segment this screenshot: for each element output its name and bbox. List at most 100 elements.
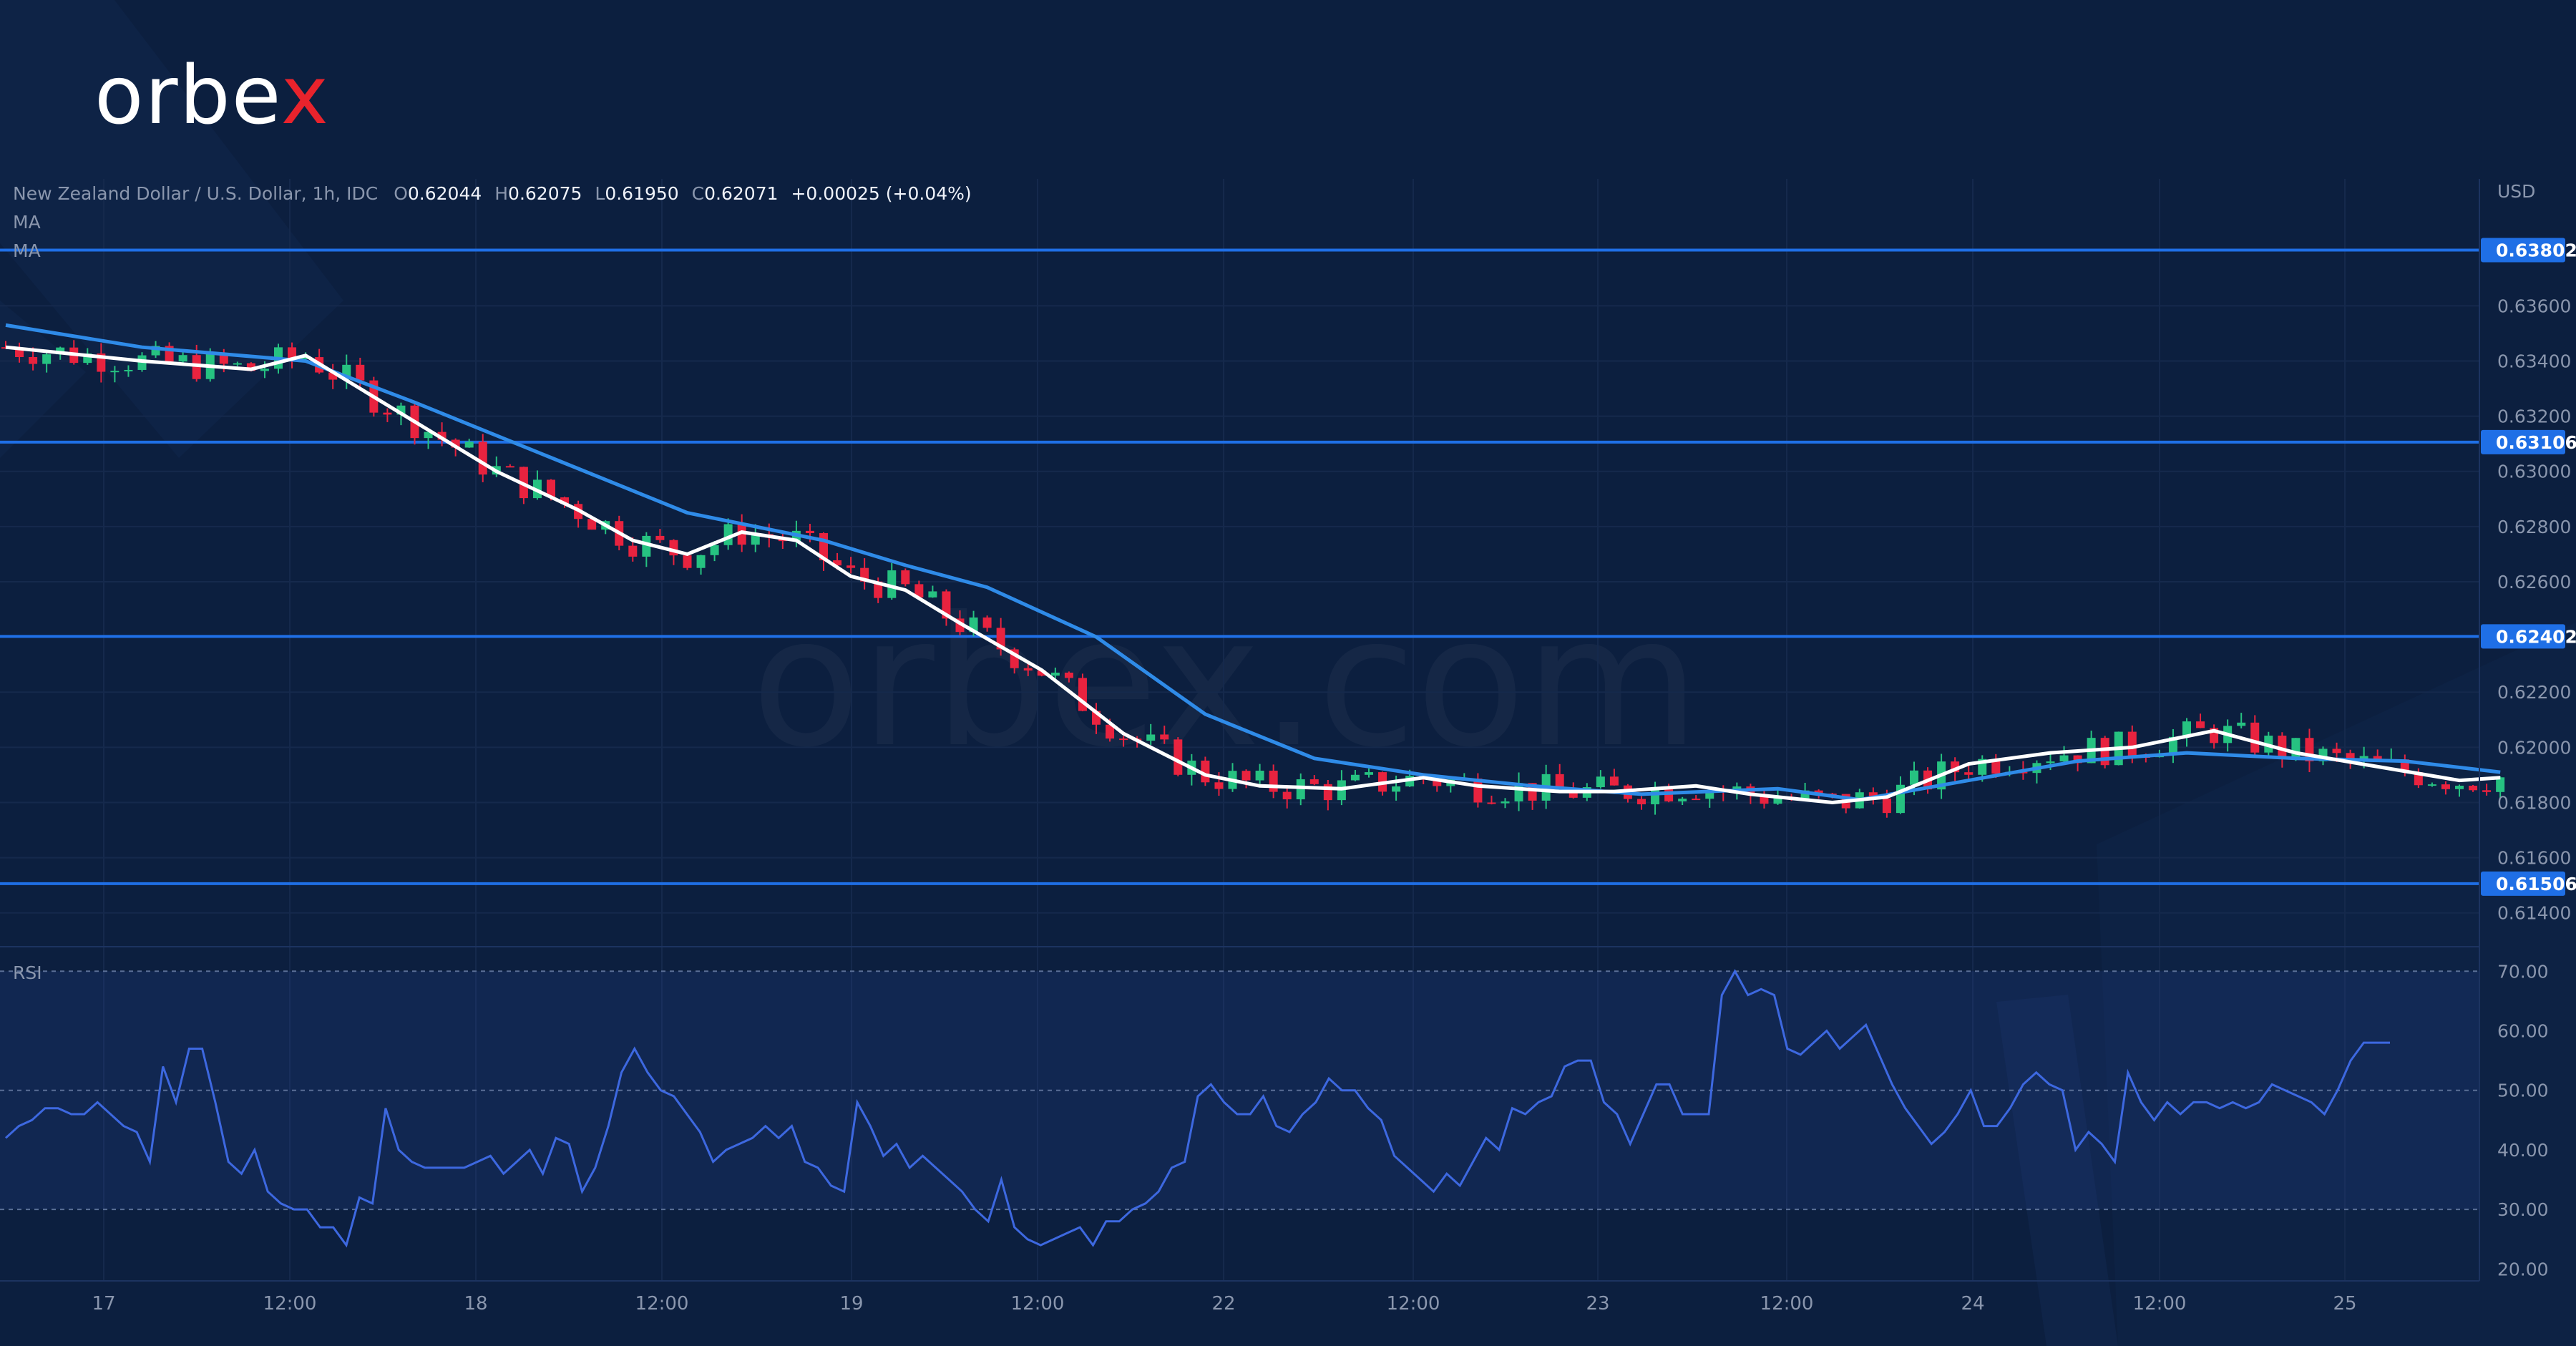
candle-body[interactable] [1119,738,1128,741]
ma-fast-line[interactable] [5,345,2501,805]
candle-body[interactable] [928,591,937,598]
candle-body[interactable] [901,570,910,585]
candle-body[interactable] [710,545,719,555]
candle-body[interactable] [847,565,856,568]
candle-body[interactable] [1910,770,1918,785]
candle-body[interactable] [1282,791,1292,800]
candle-body[interactable] [2346,753,2355,761]
candle-body[interactable] [451,439,460,448]
candle-body[interactable] [1241,771,1251,781]
candle-body[interactable] [464,442,474,448]
candle-body[interactable] [260,369,269,371]
candle-body[interactable] [2496,777,2505,792]
candle-body[interactable] [1609,776,1619,786]
rsi-axis-ticks[interactable]: 70.00 60.00 50.00 40.00 30.00 20.00 [2497,961,2549,1279]
candle-body[interactable] [1214,782,1224,789]
candle-body[interactable] [560,497,570,504]
horizontal-levels[interactable] [0,248,2479,885]
candle-body[interactable] [1106,724,1115,739]
candle-body[interactable] [1964,772,1974,775]
candle-body[interactable] [628,545,638,557]
candle-body[interactable] [2168,736,2177,756]
candle-body[interactable] [478,442,487,475]
candle-body[interactable] [2196,721,2205,728]
candle-body[interactable] [1160,734,1169,740]
candle-body[interactable] [1800,790,1810,799]
candle-body[interactable] [505,466,514,468]
candle-body[interactable] [1146,734,1156,741]
price-axis-ticks[interactable]: 0.63600 0.63400 0.63200 0.63000 0.62800 0.626… [2497,296,2571,923]
candle-body[interactable] [1501,801,1510,804]
candle-body[interactable] [301,357,311,359]
candle-body[interactable] [805,530,814,534]
candle-body[interactable] [737,524,746,545]
candle-body[interactable] [1350,774,1360,781]
candle-body[interactable] [1392,786,1401,792]
candle-body[interactable] [424,431,433,439]
candle-body[interactable] [2427,784,2436,786]
candle-body[interactable] [1309,779,1319,784]
candle-body[interactable] [110,371,119,373]
symbol-legend[interactable]: New Zealand Dollar / U.S. Dollar, 1h, ID… [13,183,979,204]
candle-body[interactable] [1882,798,1891,814]
candle-body[interactable] [751,534,760,545]
candle-body[interactable] [328,372,338,380]
candle-body[interactable] [982,617,992,628]
candle-body[interactable] [2359,756,2368,761]
candle-body[interactable] [2469,786,2478,791]
time-axis-ticks[interactable]: 17 12:00 18 12:00 19 12:00 22 12:00 23 12:00 24 12:… [92,1293,2356,1315]
candle-body[interactable] [2373,756,2382,761]
candle-body[interactable] [1678,799,1687,801]
candle-body[interactable] [1037,670,1046,676]
candle-body[interactable] [2482,790,2492,792]
candle-body[interactable] [2237,722,2246,726]
candle-body[interactable] [874,581,883,598]
candle-body[interactable] [1760,795,1769,804]
candle-body[interactable] [2073,755,2082,764]
candle-body[interactable] [1814,790,1823,794]
ma-legend-2[interactable]: MA [13,240,41,261]
candle-body[interactable] [1365,772,1373,775]
candle-body[interactable] [1637,799,1646,804]
candle-body[interactable] [124,369,133,371]
candle-body[interactable] [2019,771,2028,774]
candle-body[interactable] [356,364,365,381]
candle-body[interactable] [1296,779,1305,800]
candle-body[interactable] [887,570,897,598]
rsi-line[interactable] [4,969,2390,1248]
candle-body[interactable] [696,555,706,568]
candle-body[interactable] [2059,755,2069,762]
candle-body[interactable] [1596,776,1605,788]
candle-body[interactable] [2182,721,2191,737]
candle-body[interactable] [2278,736,2287,758]
candle-body[interactable] [2046,761,2055,764]
candle-body[interactable] [192,355,201,379]
candle-body[interactable] [246,363,255,371]
ma-legend-1[interactable]: MA [13,212,41,233]
candle-body[interactable] [29,356,38,364]
candle-body[interactable] [1487,802,1496,804]
candle-body[interactable] [1064,672,1073,678]
candle-body[interactable] [655,535,665,540]
candle-body[interactable] [2250,722,2260,753]
candle-body[interactable] [587,519,597,530]
candle-body[interactable] [437,431,447,440]
candle-body[interactable] [2441,784,2450,789]
candle-body[interactable] [1269,770,1278,792]
candle-body[interactable] [1773,798,1782,804]
candle-body[interactable] [547,479,555,498]
candle-body[interactable] [1555,774,1564,789]
candle-body[interactable] [1692,799,1701,801]
candle-body[interactable] [833,560,842,566]
candle-body[interactable] [42,354,52,364]
candle-body[interactable] [233,363,242,365]
candle-body[interactable] [1023,668,1033,671]
candle-body[interactable] [288,347,297,359]
candle-body[interactable] [383,412,392,415]
candle-body[interactable] [2332,748,2341,754]
candle-body[interactable] [2127,731,2137,757]
candle-body[interactable] [642,535,651,557]
candle-body[interactable] [2455,786,2464,789]
candle-body[interactable] [683,555,692,568]
